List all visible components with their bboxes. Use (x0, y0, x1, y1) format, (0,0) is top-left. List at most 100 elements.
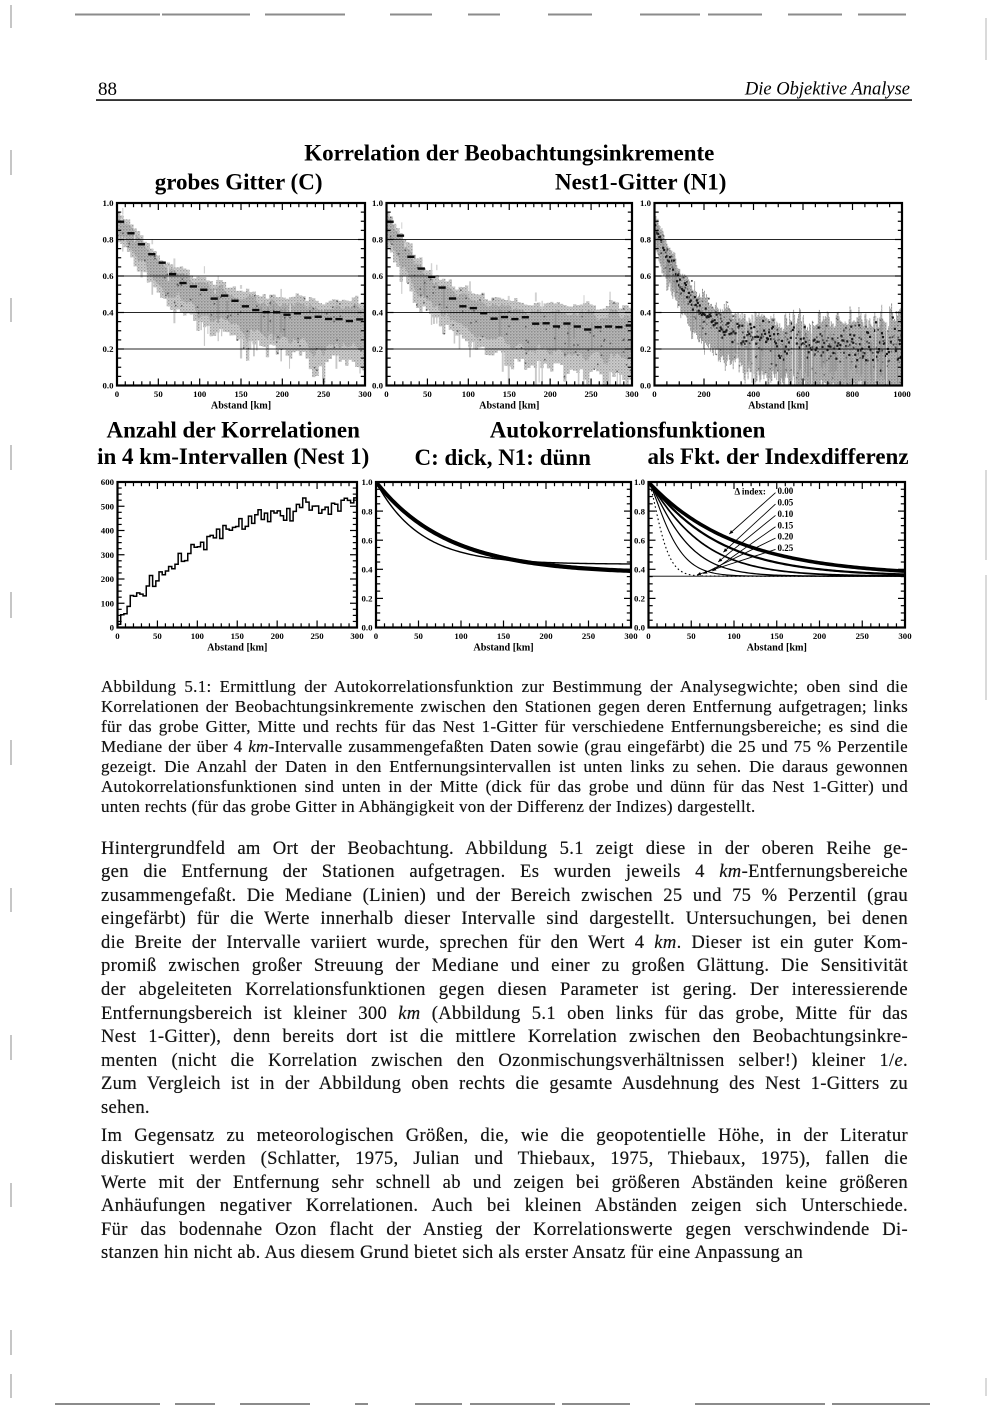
svg-text:0: 0 (110, 623, 115, 633)
svg-text:50: 50 (414, 631, 423, 641)
svg-text:grobes Gitter (C): grobes Gitter (C) (155, 169, 323, 194)
svg-text:0.2: 0.2 (103, 344, 115, 354)
svg-text:0.8: 0.8 (362, 506, 374, 516)
svg-text:250: 250 (856, 631, 870, 641)
svg-text:50: 50 (687, 631, 696, 641)
svg-text:0.2: 0.2 (640, 344, 652, 354)
svg-text:150: 150 (497, 631, 511, 641)
svg-text:1.0: 1.0 (362, 477, 374, 487)
svg-text:0.4: 0.4 (634, 565, 646, 575)
svg-text:0.0: 0.0 (640, 381, 652, 391)
svg-text:Anzahl der Korrelationen: Anzahl der Korrelationen (106, 418, 360, 443)
svg-text:Abstand [km]: Abstand [km] (747, 643, 807, 654)
svg-text:Abstand [km]: Abstand [km] (748, 401, 808, 412)
svg-text:300: 300 (624, 631, 638, 641)
svg-text:200: 200 (697, 389, 711, 399)
svg-text:300: 300 (625, 389, 639, 399)
svg-text:0: 0 (115, 389, 120, 399)
svg-text:0.6: 0.6 (640, 271, 652, 281)
svg-text:0.8: 0.8 (640, 235, 652, 245)
svg-text:0: 0 (384, 389, 389, 399)
svg-text:150: 150 (231, 631, 245, 641)
svg-text:150: 150 (234, 389, 248, 399)
svg-text:0.8: 0.8 (372, 235, 384, 245)
svg-text:100: 100 (462, 389, 476, 399)
svg-text:500: 500 (101, 501, 115, 511)
svg-text:200: 200 (813, 631, 827, 641)
svg-text:0: 0 (374, 631, 379, 641)
svg-text:200: 200 (271, 631, 285, 641)
svg-text:0.20: 0.20 (777, 532, 793, 542)
svg-text:Nest1-Gitter (N1): Nest1-Gitter (N1) (555, 169, 726, 194)
svg-text:300: 300 (350, 631, 364, 641)
svg-text:0.6: 0.6 (634, 535, 646, 545)
svg-text:300: 300 (101, 550, 115, 560)
svg-text:200: 200 (276, 389, 290, 399)
svg-text:0.4: 0.4 (362, 565, 374, 575)
svg-text:0: 0 (115, 631, 120, 641)
svg-text:0.0: 0.0 (362, 623, 374, 633)
svg-text:50: 50 (154, 389, 163, 399)
svg-text:0.2: 0.2 (372, 344, 384, 354)
svg-text:Abstand [km]: Abstand [km] (473, 643, 533, 654)
svg-text:250: 250 (310, 631, 324, 641)
svg-text:0.10: 0.10 (777, 509, 793, 519)
svg-text:0.6: 0.6 (372, 271, 384, 281)
svg-text:400: 400 (747, 389, 761, 399)
svg-text:250: 250 (582, 631, 596, 641)
svg-text:Abstand [km]: Abstand [km] (479, 401, 539, 412)
svg-text:Abstand [km]: Abstand [km] (211, 401, 271, 412)
svg-text:800: 800 (846, 389, 860, 399)
svg-text:300: 300 (898, 631, 912, 641)
svg-text:0.4: 0.4 (103, 308, 115, 318)
svg-text:0.6: 0.6 (103, 271, 115, 281)
svg-text:0: 0 (652, 389, 657, 399)
svg-text:0.25: 0.25 (777, 543, 793, 553)
svg-text:300: 300 (358, 389, 372, 399)
svg-text:Autokorrelationsfunktionen: Autokorrelationsfunktionen (490, 418, 766, 443)
svg-text:150: 150 (770, 631, 784, 641)
svg-text:0.05: 0.05 (777, 498, 793, 508)
svg-text:150: 150 (503, 389, 517, 399)
svg-text:0.0: 0.0 (372, 381, 384, 391)
svg-text:0.0: 0.0 (103, 381, 115, 391)
svg-text:200: 200 (101, 574, 115, 584)
svg-text:200: 200 (544, 389, 558, 399)
svg-text:100: 100 (454, 631, 468, 641)
svg-text:100: 100 (191, 631, 205, 641)
svg-text:1.0: 1.0 (634, 477, 646, 487)
svg-text:in 4 km-Intervallen (Nest 1): in 4 km-Intervallen (Nest 1) (97, 444, 369, 469)
svg-text:0.0: 0.0 (634, 623, 646, 633)
svg-text:0.8: 0.8 (634, 506, 646, 516)
svg-text:0.8: 0.8 (103, 235, 115, 245)
svg-text:0.00: 0.00 (777, 486, 793, 496)
svg-text:50: 50 (423, 389, 432, 399)
svg-text:600: 600 (796, 389, 810, 399)
svg-text:600: 600 (101, 477, 115, 487)
svg-text:1.0: 1.0 (372, 198, 384, 208)
svg-text:0.2: 0.2 (362, 594, 374, 604)
svg-text:als Fkt. der Indexdifferenz: als Fkt. der Indexdifferenz (647, 444, 908, 469)
svg-text:C: dick, N1: dünn: C: dick, N1: dünn (415, 445, 592, 470)
svg-text:250: 250 (317, 389, 331, 399)
svg-text:0.6: 0.6 (362, 535, 374, 545)
svg-text:1.0: 1.0 (103, 198, 115, 208)
svg-text:1000: 1000 (893, 389, 911, 399)
svg-text:200: 200 (539, 631, 553, 641)
svg-text:Korrelation der Beobachtungsin: Korrelation der Beobachtungsinkremente (304, 141, 714, 166)
svg-text:0.4: 0.4 (640, 308, 652, 318)
svg-text:100: 100 (193, 389, 207, 399)
svg-text:0.4: 0.4 (372, 308, 384, 318)
svg-text:0: 0 (646, 631, 651, 641)
svg-text:Δ index:: Δ index: (735, 487, 766, 497)
svg-text:Die Objektive Analyse: Die Objektive Analyse (744, 80, 910, 100)
svg-text:Abstand [km]: Abstand [km] (207, 643, 267, 654)
svg-text:250: 250 (584, 389, 598, 399)
svg-text:1.0: 1.0 (640, 198, 652, 208)
svg-text:100: 100 (727, 631, 741, 641)
svg-text:88: 88 (98, 79, 117, 100)
svg-text:0.15: 0.15 (777, 520, 793, 530)
svg-text:400: 400 (101, 526, 115, 536)
svg-text:100: 100 (101, 598, 115, 608)
svg-text:50: 50 (153, 631, 162, 641)
